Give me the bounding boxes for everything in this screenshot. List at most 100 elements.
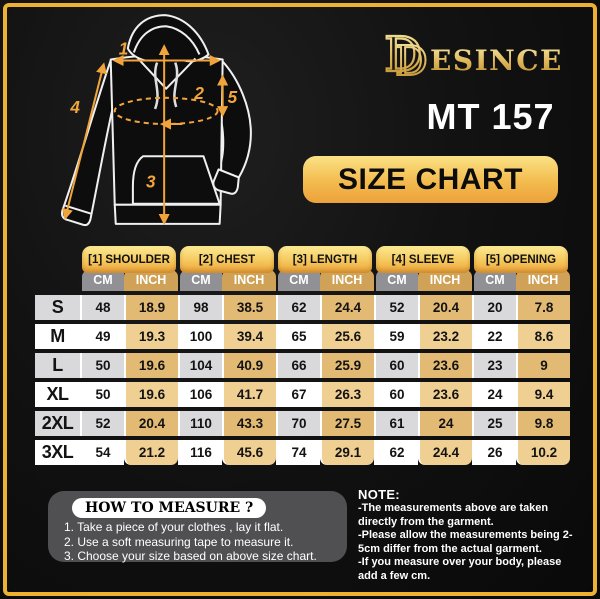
cm-cell: 24 — [472, 382, 516, 407]
cm-cell: 49 — [80, 324, 124, 349]
cm-cell: 116 — [178, 440, 222, 465]
table-group-header-row: [1] SHOULDER [2] CHEST [3] LENGTH [4] SL… — [35, 246, 572, 273]
hoodie-pocket — [131, 155, 221, 205]
size-cell: 2XL — [35, 411, 80, 436]
cm-cell: 62 — [276, 295, 320, 320]
inch-cell: 18.9 — [124, 295, 178, 320]
unit-header-cm: CM — [180, 270, 222, 291]
how-to-measure-box: HOW TO MEASURE ? 1. Take a piece of your… — [48, 491, 347, 563]
cm-cell: 70 — [276, 411, 320, 436]
note-line-1: -The measurements above are taken direct… — [358, 502, 549, 528]
cm-cell: 23 — [472, 353, 516, 378]
group-header-shoulder: [1] SHOULDER — [82, 246, 176, 273]
cm-cell: 74 — [276, 440, 320, 465]
inch-cell: 19.6 — [124, 382, 178, 407]
measure-step-3: 3. Choose your size based on above size … — [64, 549, 317, 563]
table-units-row: CM INCH CM INCH CM INCH CM INCH CM INCH — [35, 270, 572, 291]
cm-cell: 100 — [178, 324, 222, 349]
cm-cell: 59 — [374, 324, 418, 349]
cm-cell: 25 — [472, 411, 516, 436]
inch-cell: 23.6 — [418, 382, 472, 407]
inch-cell: 25.9 — [320, 353, 374, 378]
cm-cell: 54 — [80, 440, 124, 465]
table-row-l: L 50 19.6 104 40.9 66 25.9 60 23.6 23 9 — [35, 353, 572, 378]
size-table: [1] SHOULDER [2] CHEST [3] LENGTH [4] SL… — [35, 246, 572, 469]
size-cell: 3XL — [35, 440, 80, 465]
unit-header-cm: CM — [82, 270, 124, 291]
group-header-chest: [2] CHEST — [180, 246, 274, 273]
inch-cell: 24.4 — [418, 440, 472, 465]
unit-header-cm: CM — [474, 270, 516, 291]
inch-cell: 19.6 — [124, 353, 178, 378]
cm-cell: 50 — [80, 353, 124, 378]
how-to-measure-title: HOW TO MEASURE ? — [72, 498, 267, 518]
hoodie-body — [109, 53, 224, 206]
unit-header-cm: CM — [376, 270, 418, 291]
unit-header-inch: INCH — [320, 270, 374, 291]
table-row-2xl: 2XL 52 20.4 110 43.3 70 27.5 61 24 25 9.8 — [35, 411, 572, 436]
hoodie-hem — [113, 203, 222, 225]
size-chart-heading: SIZE CHART — [303, 156, 558, 203]
cm-cell: 60 — [374, 382, 418, 407]
size-cell: S — [35, 295, 80, 320]
cm-cell: 50 — [80, 382, 124, 407]
cm-cell: 48 — [80, 295, 124, 320]
measurement-labels: 1 2 3 4 5 — [69, 38, 237, 191]
unit-header-inch: INCH — [124, 270, 178, 291]
inch-cell: 45.6 — [222, 440, 276, 465]
hoodie-drawstring-right — [173, 62, 179, 108]
note-line-2: -Please allow the measurements being 2-5… — [358, 529, 573, 555]
inch-cell: 20.4 — [418, 295, 472, 320]
inch-cell: 24.4 — [320, 295, 374, 320]
inch-cell: 23.6 — [418, 353, 472, 378]
cm-cell: 67 — [276, 382, 320, 407]
inch-cell: 9 — [516, 353, 570, 378]
cm-cell: 110 — [178, 411, 222, 436]
hoodie-hood-rim — [132, 25, 201, 55]
label-4-sleeve: 4 — [69, 97, 80, 117]
group-header-length: [3] LENGTH — [278, 246, 372, 273]
hoodie-diagram-svg: 1 2 3 4 5 — [61, 14, 252, 227]
cm-cell: 61 — [374, 411, 418, 436]
inch-cell: 40.9 — [222, 353, 276, 378]
label-1-shoulder: 1 — [119, 38, 129, 58]
table-row-3xl: 3XL 54 21.2 116 45.6 74 29.1 62 24.4 26 10.2 — [35, 440, 572, 465]
inch-cell: 38.5 — [222, 295, 276, 320]
sleeve-arrow — [62, 62, 107, 220]
cm-cell: 60 — [374, 353, 418, 378]
brand-name-text: ESINCE — [430, 44, 563, 77]
cm-cell: 62 — [374, 440, 418, 465]
cm-cell: 22 — [472, 324, 516, 349]
hoodie-measurement-diagram: 1 2 3 4 5 — [14, 2, 278, 239]
inch-cell: 8.6 — [516, 324, 570, 349]
inch-cell: 41.7 — [222, 382, 276, 407]
size-cell: L — [35, 353, 80, 378]
inch-cell: 20.4 — [124, 411, 178, 436]
hoodie-right-cuff — [212, 168, 240, 195]
hoodie-drawstring-left — [153, 62, 159, 110]
unit-header-inch: INCH — [516, 270, 570, 291]
cm-cell: 65 — [276, 324, 320, 349]
measure-step-2: 2. Use a soft measuring tape to measure … — [64, 534, 294, 549]
label-2-chest: 2 — [193, 83, 204, 103]
size-cell: XL — [35, 382, 80, 407]
brand-monogram-outer-d: D — [384, 27, 422, 82]
inch-cell: 21.2 — [124, 440, 178, 465]
unit-header-cm: CM — [278, 270, 320, 291]
cm-cell: 104 — [178, 353, 222, 378]
cm-cell: 98 — [178, 295, 222, 320]
brand-logo: D D ESINCE — [383, 26, 564, 86]
inch-cell: 25.6 — [320, 324, 374, 349]
model-number: MT 157 — [426, 96, 555, 137]
unit-header-inch: INCH — [222, 270, 276, 291]
inch-cell: 10.2 — [516, 440, 570, 465]
measurement-arrows — [62, 44, 229, 226]
inch-cell: 27.5 — [320, 411, 374, 436]
brand-monogram-inner-d: D — [395, 37, 428, 82]
cm-cell: 52 — [374, 295, 418, 320]
inch-cell: 23.2 — [418, 324, 472, 349]
cm-cell: 66 — [276, 353, 320, 378]
group-header-sleeve: [4] SLEEVE — [376, 246, 470, 273]
inch-cell: 19.3 — [124, 324, 178, 349]
